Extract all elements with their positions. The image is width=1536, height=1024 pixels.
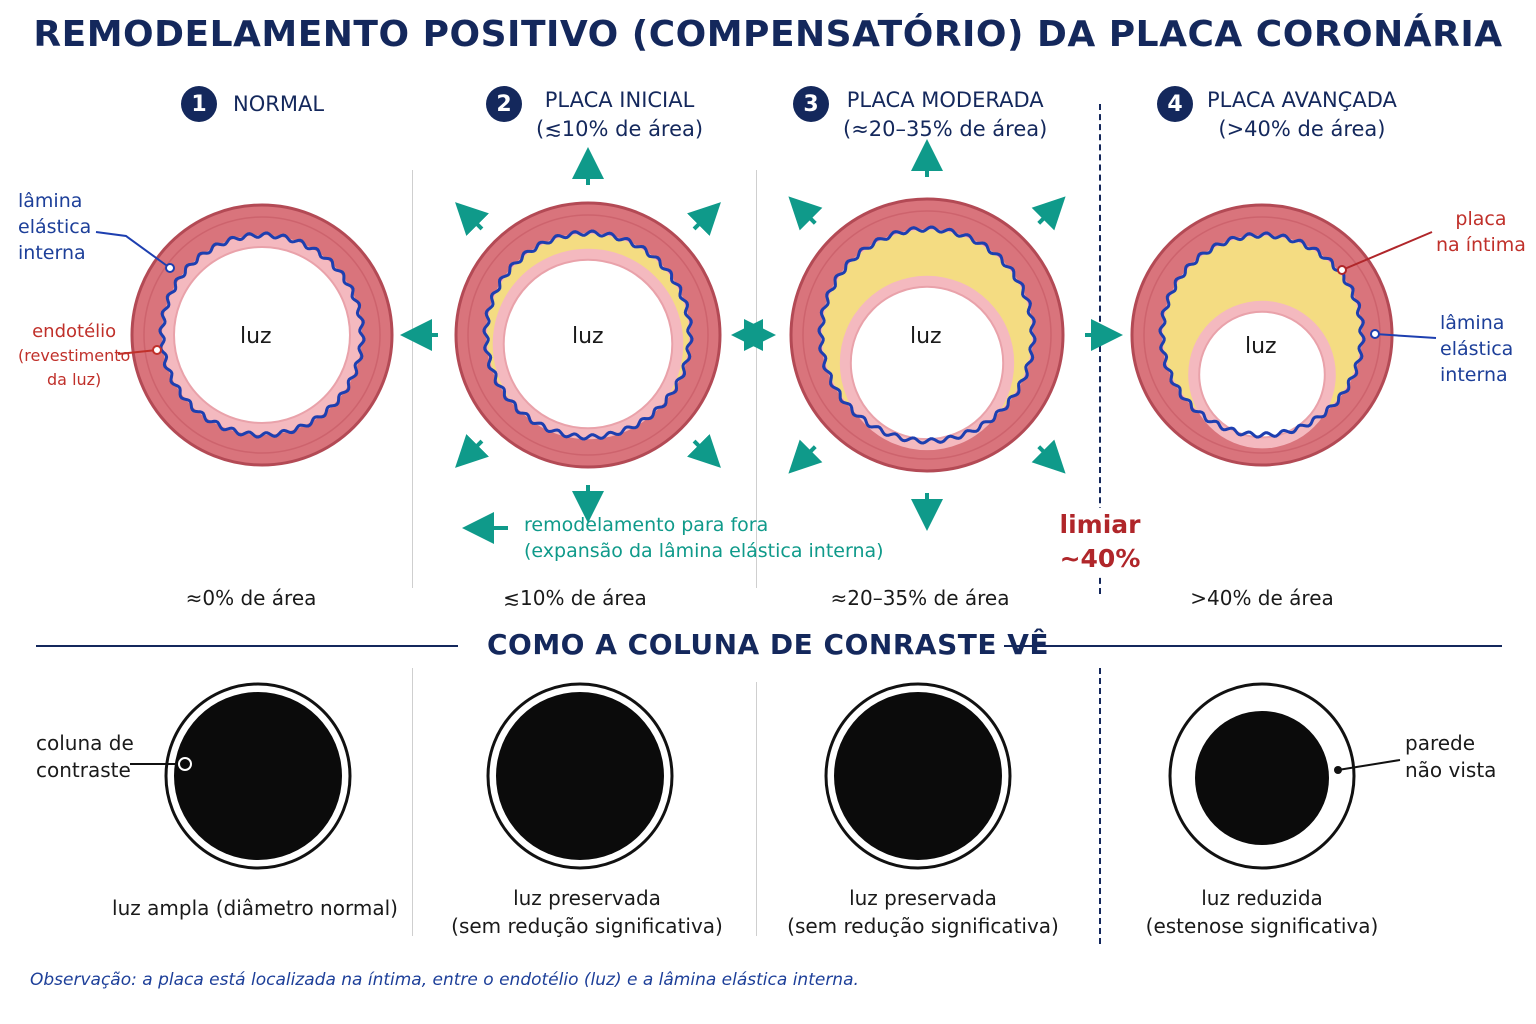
remodel-legend: remodelamento para fora (expansão da lâm… xyxy=(524,514,884,562)
divider-2-bottom xyxy=(756,682,757,936)
lumen-label-2: luz xyxy=(572,324,604,349)
lumen-label-3: luz xyxy=(910,324,942,349)
stage-1-title: NORMAL xyxy=(233,92,325,116)
label-internal-elastic-lamina-left: lâmina elástica interna xyxy=(18,190,92,264)
area-label-2: ≲10% de área xyxy=(503,586,647,610)
internal-elastic-lamina-2 xyxy=(482,229,694,441)
stage-4-title: PLACA AVANÇADA xyxy=(1207,88,1397,112)
stage-4-header: 4 PLACA AVANÇADA (>40% de área) xyxy=(1157,86,1397,144)
stage-4-number: 4 xyxy=(1157,86,1193,122)
label-internal-elastic-lamina-right: lâmina elástica interna xyxy=(1440,312,1514,386)
label-wall-not-seen: parede não vista xyxy=(1405,731,1497,782)
outward-arrow-stage-3 xyxy=(1031,439,1066,474)
stage-2-subtitle: (≲10% de área) xyxy=(536,117,704,141)
leader-dot-contrast-column xyxy=(178,757,192,771)
leader-dot-lamina-right xyxy=(1370,329,1380,339)
media-ring-1 xyxy=(143,216,381,454)
contrast-caption-2: luz preservada (sem redução significativ… xyxy=(451,886,723,938)
internal-elastic-lamina-1 xyxy=(158,231,366,439)
internal-elastic-lamina-4 xyxy=(1158,231,1366,439)
leader-dot-lamina-left xyxy=(165,263,175,273)
divider-2-top xyxy=(756,170,757,588)
contrast-column-4 xyxy=(1195,711,1329,845)
outward-arrow-stage-2 xyxy=(686,433,721,468)
leader-dot-endothelium xyxy=(152,345,162,355)
observation-note: Observação: a placa está localizada na í… xyxy=(30,970,859,990)
section-title: COMO A COLUNA DE CONRASTE VÊ xyxy=(486,628,1050,661)
leader-endothelium xyxy=(117,349,158,355)
leader-wall-not-seen xyxy=(1337,759,1401,771)
outward-arrow-stage-3 xyxy=(1031,196,1066,231)
leader-lamina-left xyxy=(95,231,171,269)
lumen-1 xyxy=(173,246,351,424)
internal-elastic-lamina-3 xyxy=(817,225,1037,445)
stage-1-number: 1 xyxy=(181,86,217,122)
leader-dot-plaque xyxy=(1337,265,1347,275)
area-label-4: >40% de área xyxy=(1190,586,1334,610)
outward-arrow-stage-3 xyxy=(788,196,823,231)
stage-3-title: PLACA MODERADA xyxy=(846,88,1044,112)
stage-1-header: 1 NORMAL xyxy=(181,86,324,122)
stage-2-title: PLACA INICIAL xyxy=(544,88,695,112)
page-title: REMODELAMENTO POSITIVO (COMPENSATÓRIO) D… xyxy=(33,14,1503,55)
threshold-label: limiar ~40% xyxy=(1058,508,1142,576)
contrast-column-2 xyxy=(496,692,664,860)
outward-arrow-stage-2 xyxy=(455,433,490,468)
stage-2-number: 2 xyxy=(486,86,522,122)
media-ring-3 xyxy=(802,210,1052,460)
area-label-3: ≈20–35% de área xyxy=(830,586,1010,610)
stage-4-subtitle: (>40% de área) xyxy=(1218,117,1386,141)
outward-arrow-stage-2 xyxy=(455,202,490,237)
stage-2-header: 2 PLACA INICIAL (≲10% de área) xyxy=(486,86,703,144)
media-ring-2 xyxy=(467,214,709,456)
lumen-4 xyxy=(1198,310,1326,439)
outward-arrow-stage-2 xyxy=(686,202,721,237)
contrast-caption-4: luz reduzida (estenose significativa) xyxy=(1145,886,1379,938)
label-contrast-column: coluna de contraste xyxy=(36,731,134,782)
leader-dot-wall-not-seen xyxy=(1334,766,1342,774)
lumen-label-4: luz xyxy=(1245,334,1277,359)
lumen-3 xyxy=(849,285,1005,441)
divider-1-bottom xyxy=(412,668,413,936)
contrast-column-3 xyxy=(834,692,1002,860)
leader-plaque xyxy=(1341,231,1433,271)
leader-lamina-right xyxy=(1374,333,1437,339)
outward-arrow-stage-3 xyxy=(788,439,823,474)
label-plaque-intima: placa na íntima xyxy=(1436,208,1526,256)
contrast-column-1 xyxy=(174,692,342,860)
label-endothelium: endotélio (revestimento da luz) xyxy=(18,321,131,389)
lumen-label-1: luz xyxy=(240,324,272,349)
section-rule-left xyxy=(36,645,458,647)
contrast-caption-3: luz preservada (sem redução significativ… xyxy=(787,886,1059,938)
stage-3-number: 3 xyxy=(793,86,829,122)
contrast-caption-1: luz ampla (diâmetro normal) xyxy=(112,896,398,920)
threshold-line-bottom xyxy=(1099,668,1101,944)
area-label-1: ≈0% de área xyxy=(185,586,317,610)
lumen-2 xyxy=(502,258,674,430)
divider-1-top xyxy=(412,170,413,588)
section-rule-right xyxy=(1004,645,1502,647)
stage-3-subtitle: (≈20–35% de área) xyxy=(843,117,1048,141)
stage-3-header: 3 PLACA MODERADA (≈20–35% de área) xyxy=(793,86,1047,144)
